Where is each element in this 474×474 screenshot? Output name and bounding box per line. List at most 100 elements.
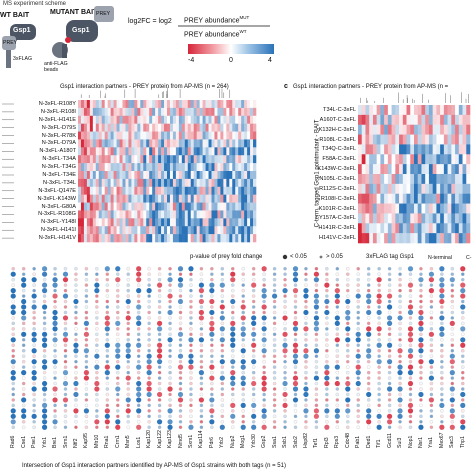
bubble bbox=[366, 326, 372, 332]
heatmap-cell bbox=[410, 144, 415, 155]
bubble bbox=[262, 365, 266, 369]
bubble bbox=[178, 370, 183, 375]
mutant-flag-shape bbox=[62, 44, 67, 58]
bubble bbox=[397, 413, 403, 419]
bubble bbox=[440, 420, 444, 424]
heatmap-cell bbox=[119, 218, 123, 227]
bubble bbox=[419, 376, 423, 380]
bubble bbox=[241, 338, 245, 342]
heatmap-cell bbox=[220, 139, 224, 148]
bubble bbox=[366, 348, 372, 354]
heatmap-cell bbox=[428, 174, 433, 185]
prey-label: Mtr10 bbox=[93, 434, 100, 448]
heatmap-cell bbox=[161, 202, 165, 211]
heatmap-cell bbox=[110, 171, 114, 180]
bubble bbox=[407, 348, 414, 354]
bubble bbox=[377, 409, 381, 413]
heatmap-cell bbox=[181, 210, 186, 219]
heatmap-cell bbox=[175, 100, 180, 109]
bubble bbox=[398, 376, 402, 380]
bubble bbox=[241, 321, 245, 326]
heatmap-cell bbox=[402, 114, 407, 126]
heatmap-cell bbox=[417, 174, 422, 185]
heatmap-cell bbox=[137, 202, 141, 211]
heatmap-cell bbox=[101, 139, 105, 148]
bubble bbox=[272, 354, 277, 358]
bubble bbox=[63, 288, 68, 293]
heatmap-cell bbox=[104, 218, 108, 227]
bubble bbox=[303, 391, 309, 398]
bubble bbox=[346, 392, 350, 397]
heatmap-cell bbox=[137, 178, 141, 188]
heatmap-cell bbox=[428, 223, 433, 234]
bubble bbox=[84, 343, 89, 348]
heatmap-cell bbox=[178, 218, 183, 227]
heatmap-cell bbox=[125, 226, 129, 235]
heatmap-cell bbox=[447, 233, 452, 244]
heatmap-cell bbox=[447, 223, 452, 234]
legend-pvalue-label: p-value of prey fold change bbox=[190, 254, 263, 260]
panel-b-row-label: N-3xFL-R108I bbox=[40, 108, 76, 115]
bubble bbox=[220, 266, 225, 271]
panel-c-row-label: K101R-C-3xFL bbox=[318, 205, 356, 212]
prey-label: Gcd11 bbox=[386, 433, 393, 448]
legend-lt-dot bbox=[282, 254, 288, 260]
heatmap-cell bbox=[199, 226, 203, 235]
heatmap-cell bbox=[169, 115, 174, 124]
heatmap-cell bbox=[122, 202, 126, 211]
heatmap-cell bbox=[172, 123, 177, 132]
bubble bbox=[21, 370, 27, 376]
heatmap-cell bbox=[86, 178, 91, 188]
bubble bbox=[115, 266, 121, 272]
bubble bbox=[199, 403, 204, 408]
heatmap-cell bbox=[440, 174, 445, 185]
bubble bbox=[419, 283, 423, 287]
heatmap-cell bbox=[113, 194, 117, 203]
bubble bbox=[240, 359, 246, 365]
bubble bbox=[126, 414, 130, 419]
heatmap-cell bbox=[455, 213, 460, 224]
bubble bbox=[209, 331, 215, 337]
bubble bbox=[168, 327, 172, 331]
bubble bbox=[11, 266, 15, 271]
bubble bbox=[303, 326, 309, 332]
heatmap-cell bbox=[238, 123, 242, 132]
bubble bbox=[293, 425, 298, 430]
heatmap-cell bbox=[447, 154, 452, 165]
heatmap-cell bbox=[104, 234, 108, 243]
heatmap-cell bbox=[372, 154, 377, 165]
heatmap-cell bbox=[89, 202, 94, 211]
heatmap-cell bbox=[458, 223, 463, 234]
heatmap-cell bbox=[122, 147, 126, 156]
bubble bbox=[251, 331, 257, 337]
heatmap-cell bbox=[214, 139, 218, 148]
bubble bbox=[313, 293, 320, 299]
bubble bbox=[325, 277, 329, 282]
bubble bbox=[177, 397, 184, 403]
bubble bbox=[251, 277, 256, 282]
heatmap-cell bbox=[113, 234, 117, 243]
bubble bbox=[219, 359, 225, 365]
heatmap-cell bbox=[86, 210, 91, 219]
bubble bbox=[335, 348, 340, 353]
bubble bbox=[283, 327, 287, 331]
heatmap-cell bbox=[223, 186, 227, 195]
heatmap-cell bbox=[113, 186, 117, 195]
bubble bbox=[241, 387, 245, 391]
bubble bbox=[386, 315, 393, 321]
bubble bbox=[376, 293, 382, 299]
heatmap-cell bbox=[152, 163, 156, 172]
heatmap-cell bbox=[462, 213, 467, 224]
heatmap-cell bbox=[146, 107, 150, 117]
heatmap-cell bbox=[119, 100, 123, 109]
heatmap-cell bbox=[104, 131, 108, 140]
heatmap-cell bbox=[193, 100, 197, 109]
heatmap-cell bbox=[369, 114, 374, 126]
heatmap-cell bbox=[167, 155, 171, 164]
heatmap-cell bbox=[226, 194, 230, 203]
bubble bbox=[387, 332, 392, 337]
heatmap-cell bbox=[131, 226, 135, 235]
heatmap-cell bbox=[101, 210, 105, 219]
bubble bbox=[418, 424, 424, 430]
bubble bbox=[386, 419, 393, 425]
